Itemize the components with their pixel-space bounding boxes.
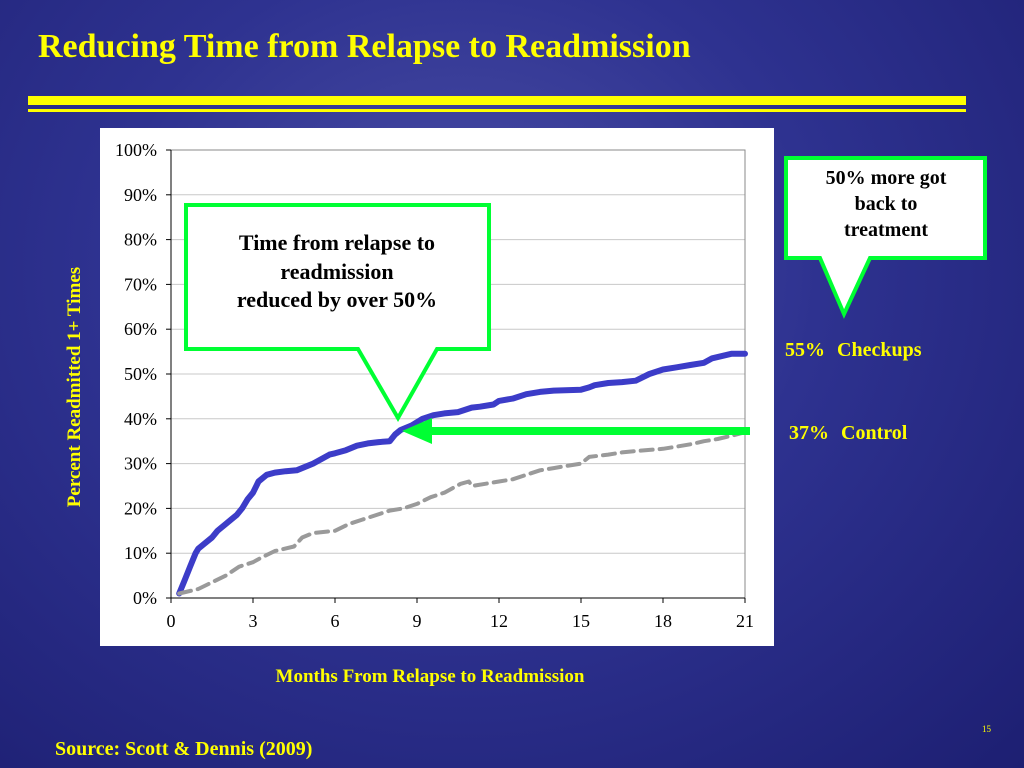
y-tick-label-80: 80% xyxy=(124,230,157,250)
x-tick-label-9: 9 xyxy=(413,611,422,631)
chart-panel: 0% 10% 20% 30% 40% 50% 60% 70% 80% 90% 100% 0 3 6 9 12 1… xyxy=(100,128,774,646)
slide-title: Reducing Time from Relapse to Readmissio… xyxy=(38,28,691,65)
x-tick-label-12: 12 xyxy=(490,611,508,631)
callout-more-back-line-1: 50% more got xyxy=(825,167,947,189)
x-axis-label: Months From Relapse to Readmission xyxy=(275,666,585,687)
y-tick-label-20: 20% xyxy=(124,498,157,518)
y-tick-label-70: 70% xyxy=(124,274,157,294)
callout-time-reduction-line-1: Time from relapse to xyxy=(238,230,436,255)
x-tick-label-21: 21 xyxy=(736,611,754,631)
y-tick-label-60: 60% xyxy=(124,319,157,339)
series-line-checkups xyxy=(176,350,748,597)
y-tick-label-90: 90% xyxy=(124,185,157,205)
callout-more-back-line-2: back to xyxy=(854,193,918,215)
series-line-control xyxy=(177,430,747,596)
y-axis-label: Percent Readmitted 1+ Times xyxy=(64,266,85,508)
series-label-checkups: 55% Checkups xyxy=(785,339,921,362)
checkups-percent: 55% xyxy=(785,339,825,361)
series-label-control: 37% Control xyxy=(789,422,907,445)
y-tick-label-40: 40% xyxy=(124,409,157,429)
page-number: 15 xyxy=(982,724,991,734)
control-percent: 37% xyxy=(789,422,829,444)
checkups-name: Checkups xyxy=(837,339,922,361)
y-tick-label-50: 50% xyxy=(124,364,157,384)
x-tick-label-6: 6 xyxy=(331,611,340,631)
y-tick-label-0: 0% xyxy=(133,588,157,608)
x-tick-label-15: 15 xyxy=(572,611,590,631)
y-tick-label-100: 100% xyxy=(115,140,157,160)
x-tick-label-18: 18 xyxy=(654,611,672,631)
x-tick-label-3: 3 xyxy=(249,611,258,631)
y-tick-label-10: 10% xyxy=(124,543,157,563)
y-tick-label-30: 30% xyxy=(124,454,157,474)
callout-time-reduction: Time from relapse to readmission reduced… xyxy=(190,229,484,315)
callout-more-back: 50% more got back to treatment xyxy=(790,165,982,243)
title-underline-thick xyxy=(28,96,966,105)
callout-time-reduction-line-3: reduced by over 50% xyxy=(236,287,438,313)
callout-more-back-line-3: treatment xyxy=(843,219,929,241)
callout-time-reduction-line-2: readmission xyxy=(280,258,394,284)
control-name: Control xyxy=(841,422,908,444)
x-tick-label-0: 0 xyxy=(167,611,176,631)
line-chart: 0% 10% 20% 30% 40% 50% 60% 70% 80% 90% 100% 0 3 6 9 12 1… xyxy=(115,140,754,631)
source-citation: Source: Scott & Dennis (2009) xyxy=(55,738,313,760)
title-underline-thin xyxy=(28,109,966,112)
